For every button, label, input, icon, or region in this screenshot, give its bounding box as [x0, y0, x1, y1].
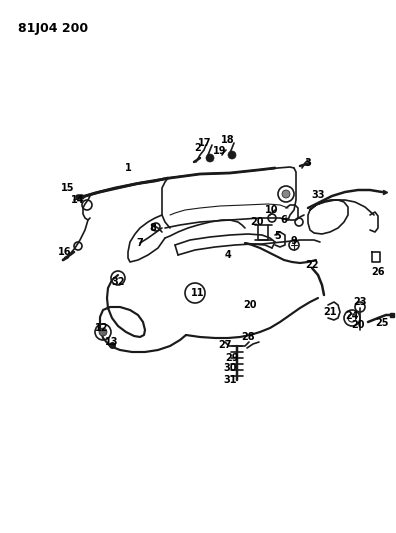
- Text: 8: 8: [150, 223, 156, 233]
- Text: 27: 27: [218, 340, 232, 350]
- Text: 1: 1: [125, 163, 131, 173]
- Text: 12: 12: [95, 323, 109, 333]
- Text: 16: 16: [58, 247, 72, 257]
- Text: 28: 28: [241, 332, 255, 342]
- Text: 11: 11: [191, 288, 205, 298]
- Text: 9: 9: [291, 236, 297, 246]
- Circle shape: [206, 154, 214, 162]
- Text: 20: 20: [250, 217, 264, 227]
- Text: 19: 19: [213, 146, 227, 156]
- Circle shape: [99, 328, 107, 336]
- Text: 6: 6: [281, 215, 287, 225]
- Text: 32: 32: [111, 277, 125, 287]
- Text: 2: 2: [194, 143, 202, 153]
- Text: 33: 33: [311, 190, 325, 200]
- Text: 10: 10: [265, 205, 279, 215]
- Text: 21: 21: [323, 307, 337, 317]
- Text: 18: 18: [221, 135, 235, 145]
- Circle shape: [282, 190, 290, 198]
- Text: 22: 22: [305, 260, 319, 270]
- Text: 15: 15: [61, 183, 75, 193]
- Text: 20: 20: [243, 300, 257, 310]
- Text: 81J04 200: 81J04 200: [18, 22, 88, 35]
- Text: 26: 26: [371, 267, 385, 277]
- Text: 13: 13: [105, 337, 119, 347]
- Text: 30: 30: [223, 363, 237, 373]
- Text: 4: 4: [225, 250, 231, 260]
- Text: 17: 17: [198, 138, 212, 148]
- Text: 14: 14: [71, 195, 85, 205]
- Text: 31: 31: [223, 375, 237, 385]
- Circle shape: [228, 151, 236, 159]
- Text: 20: 20: [351, 320, 365, 330]
- Text: 23: 23: [353, 297, 367, 307]
- Text: 25: 25: [375, 318, 389, 328]
- Text: 29: 29: [225, 353, 239, 363]
- Text: 3: 3: [305, 158, 311, 168]
- Text: 5: 5: [274, 231, 282, 241]
- Text: 24: 24: [345, 311, 359, 321]
- Text: 7: 7: [137, 238, 143, 248]
